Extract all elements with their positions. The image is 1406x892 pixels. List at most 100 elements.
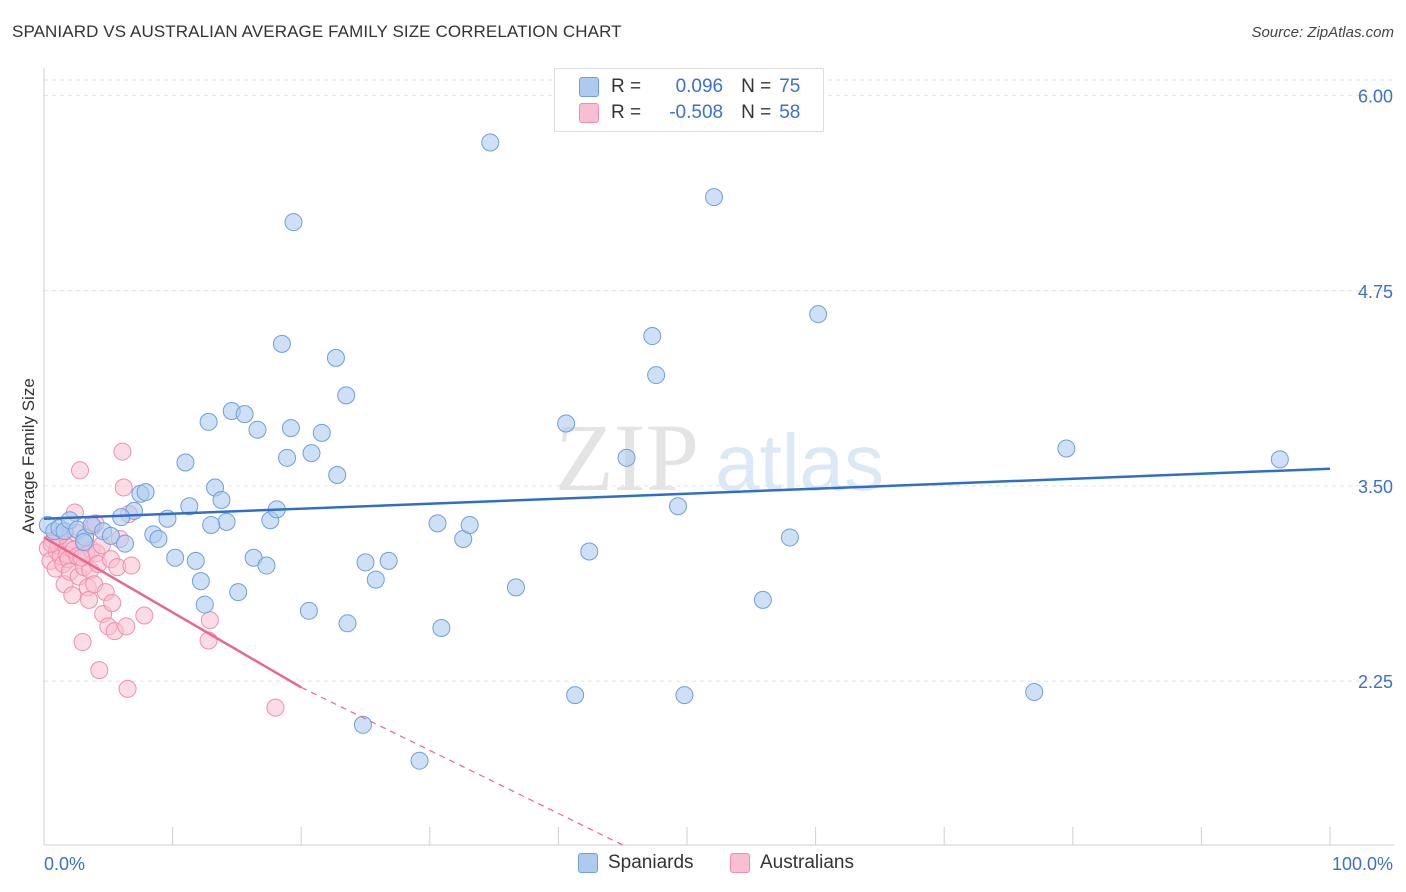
spaniards-point — [284, 213, 303, 232]
spaniards-point — [195, 595, 214, 614]
spaniards-point — [580, 542, 599, 561]
legend-n-label: N = — [741, 102, 772, 123]
spaniards-point — [281, 419, 300, 438]
spaniards-point — [566, 686, 585, 705]
spaniards-point — [278, 448, 297, 467]
spaniards-point — [337, 386, 356, 405]
australians-point — [80, 590, 99, 609]
legend-swatch-spaniards — [578, 853, 598, 873]
spaniards-point — [643, 327, 662, 346]
spaniards-point — [338, 614, 357, 633]
spaniards-point — [366, 570, 385, 589]
y-tick-label: 3.50 — [1358, 477, 1393, 497]
spaniards-point — [248, 420, 267, 439]
spaniards-point — [101, 526, 120, 545]
australians-point — [90, 661, 109, 680]
spaniards-point — [235, 405, 254, 424]
australians-point — [117, 617, 136, 636]
y-tick-label: 4.75 — [1358, 282, 1393, 302]
spaniards-point — [149, 530, 168, 548]
legend-r-label: R = — [611, 102, 642, 123]
chart-title: SPANIARD VS AUSTRALIAN AVERAGE FAMILY SI… — [12, 22, 622, 41]
legend-row-australians: R = -0.508 N = 58 — [579, 101, 800, 125]
legend-n-label: N = — [741, 76, 772, 97]
australians-point — [135, 606, 154, 625]
spaniards-point — [312, 423, 331, 442]
tick-labels: 2.25 3.50 4.75 6.00 0.0% 100.0% — [44, 87, 1393, 874]
spaniards-trend-line — [43, 467, 1331, 520]
spaniards-point — [353, 715, 372, 734]
spaniards-point — [705, 188, 724, 207]
y-axis-label: Average Family Size — [19, 378, 38, 534]
legend-r-value-spaniards: 0.096 — [675, 76, 724, 97]
watermark: ZIP atlas — [555, 404, 884, 511]
legend-swatch-australians — [579, 103, 599, 123]
spaniards-point — [379, 551, 398, 570]
spaniards-point — [647, 366, 666, 385]
spaniards-point — [780, 528, 799, 547]
spaniards-point — [212, 490, 231, 509]
x-tick-label: 100.0% — [1332, 854, 1393, 874]
legend-label-australians: Australians — [760, 852, 854, 873]
spaniards-point — [136, 483, 155, 502]
spaniards-points — [38, 133, 1289, 770]
australians-points — [38, 442, 285, 717]
watermark-atlas: atlas — [715, 418, 884, 507]
legend-n-value-spaniards: 75 — [779, 76, 801, 97]
australians-point — [114, 478, 133, 497]
australians-point — [71, 461, 90, 480]
australians-point — [122, 556, 141, 575]
legend-row-spaniards: R = 0.096 N = 75 — [579, 75, 800, 99]
australians-point — [73, 633, 92, 652]
spaniards-point — [428, 514, 447, 533]
spaniards-point — [506, 578, 525, 597]
spaniards-point — [753, 590, 772, 609]
spaniards-point — [217, 512, 236, 531]
x-tick-label: 0.0% — [44, 854, 85, 874]
spaniards-point — [432, 618, 451, 637]
spaniards-point — [199, 412, 218, 431]
legend-r-label: R = — [611, 76, 642, 97]
spaniards-point — [299, 601, 318, 620]
australians-point — [118, 679, 137, 698]
australians-point — [63, 586, 82, 605]
spaniards-point — [668, 497, 687, 516]
stats-legend: R = 0.096 N = 75 R = -0.508 N = 58 — [554, 68, 824, 132]
australians-point — [266, 698, 285, 717]
spaniards-point — [809, 305, 828, 324]
spaniards-point — [272, 334, 291, 353]
spaniards-point — [1057, 439, 1076, 458]
legend-n-value-australians: 58 — [779, 102, 801, 123]
spaniards-point — [356, 553, 375, 572]
legend-swatch-australians — [730, 853, 750, 873]
spaniards-point — [74, 533, 93, 552]
legend-item-australians[interactable]: Australians — [730, 852, 854, 874]
australians-trend-extension — [300, 686, 623, 846]
australians-trend-line — [43, 536, 302, 689]
spaniards-point — [675, 686, 694, 705]
source-label: Source: ZipAtlas.com — [1251, 24, 1394, 41]
series-legend: Spaniards Australians — [0, 852, 1406, 878]
spaniards-point — [186, 551, 205, 570]
spaniards-point — [410, 751, 429, 770]
legend-r-value-australians: -0.508 — [669, 102, 724, 123]
spaniards-point — [116, 534, 135, 553]
legend-swatch-spaniards — [579, 77, 599, 97]
australians-point — [103, 594, 122, 613]
trend-lines — [43, 467, 1331, 846]
spaniards-point — [229, 583, 248, 602]
legend-item-spaniards[interactable]: Spaniards — [578, 852, 694, 874]
spaniards-point — [257, 556, 276, 575]
spaniards-point — [328, 465, 347, 484]
spaniards-point — [326, 348, 345, 367]
spaniards-point — [617, 448, 636, 467]
spaniards-point — [180, 497, 199, 516]
spaniards-point — [302, 444, 321, 463]
spaniards-point — [557, 414, 576, 433]
y-tick-label: 2.25 — [1358, 672, 1393, 692]
spaniards-point — [202, 515, 221, 534]
spaniards-point — [1025, 683, 1044, 701]
australians-point — [113, 442, 132, 461]
spaniards-point — [460, 515, 479, 534]
